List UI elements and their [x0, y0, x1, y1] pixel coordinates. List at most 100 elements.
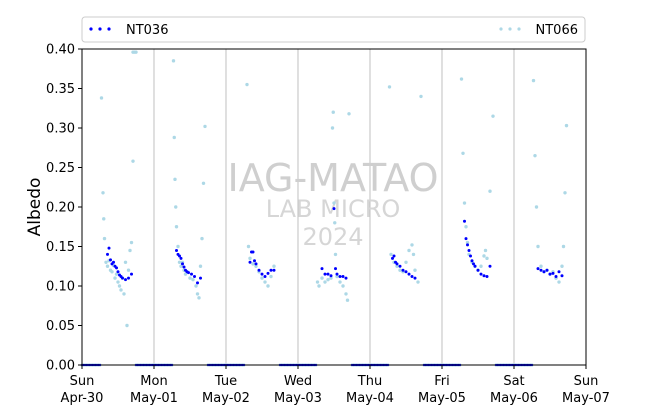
data-point — [464, 237, 468, 241]
data-point — [335, 274, 339, 279]
data-point — [416, 280, 420, 284]
data-point — [341, 275, 345, 279]
data-point — [329, 274, 333, 278]
x-tick-label-day: Sun — [70, 374, 95, 389]
data-point — [254, 262, 258, 266]
data-point — [466, 243, 469, 247]
data-point — [491, 114, 495, 118]
data-point — [248, 256, 252, 261]
data-point — [251, 250, 255, 254]
data-point — [483, 248, 488, 253]
x-tick-label-day: Tue — [214, 374, 237, 389]
data-point — [174, 225, 179, 229]
data-point — [459, 77, 464, 81]
data-point — [266, 284, 270, 288]
data-point — [112, 260, 115, 264]
data-point — [174, 205, 178, 209]
legend-box — [81, 16, 586, 43]
data-point — [245, 82, 249, 87]
data-point — [331, 110, 335, 114]
data-point — [542, 270, 546, 274]
data-point — [395, 264, 399, 268]
legend-label: NT066 — [536, 23, 578, 38]
y-tick-label: 0.30 — [46, 122, 75, 137]
x-tick-label-day: Mon — [140, 374, 167, 389]
data-point — [175, 248, 178, 252]
data-point — [190, 272, 193, 276]
data-point — [195, 292, 200, 296]
x-tick-label-day: Sat — [503, 374, 524, 389]
data-point — [344, 292, 348, 296]
y-tick-label: 0.05 — [46, 319, 75, 334]
data-point — [179, 256, 183, 260]
legend-marker — [107, 27, 111, 31]
data-point — [536, 244, 540, 249]
data-point — [266, 271, 270, 275]
data-point — [177, 260, 182, 264]
data-point — [117, 284, 122, 288]
data-point — [196, 281, 199, 285]
data-point — [469, 254, 472, 258]
x-tick-label-date: May-01 — [130, 391, 178, 406]
data-point — [178, 254, 181, 258]
data-point — [254, 264, 258, 268]
data-point — [188, 276, 192, 280]
data-point — [269, 268, 273, 272]
data-point — [333, 221, 337, 225]
data-point — [472, 262, 475, 266]
plot-background — [82, 49, 586, 365]
data-point — [329, 276, 333, 280]
data-point — [191, 277, 195, 282]
data-point — [539, 268, 543, 272]
data-point — [395, 262, 399, 266]
data-point — [347, 112, 351, 116]
data-point — [404, 260, 408, 264]
data-point — [398, 264, 402, 268]
data-point — [389, 252, 393, 257]
data-point — [124, 278, 127, 282]
data-point — [260, 272, 264, 276]
y-tick-label: 0.10 — [46, 280, 75, 295]
data-point — [482, 254, 486, 258]
data-point — [564, 123, 569, 128]
data-point — [407, 248, 411, 253]
data-point — [260, 276, 264, 280]
data-point — [533, 153, 537, 158]
data-point — [344, 276, 348, 280]
data-point — [128, 248, 132, 253]
data-point — [113, 276, 117, 280]
data-point — [126, 268, 131, 272]
data-point — [107, 246, 111, 250]
data-point — [333, 252, 338, 257]
data-point — [560, 264, 564, 268]
x-tick-label-date: May-04 — [346, 391, 394, 406]
data-point — [534, 205, 539, 209]
data-point — [561, 244, 566, 249]
legend-marker — [508, 27, 512, 31]
data-point — [464, 225, 468, 229]
x-tick-label-day: Sun — [574, 374, 599, 389]
data-point — [102, 236, 107, 241]
x-tick-label-date: Apr-30 — [61, 391, 104, 406]
data-point — [330, 126, 335, 130]
data-point — [99, 96, 104, 100]
data-point — [332, 201, 336, 205]
data-point — [323, 272, 327, 276]
data-point — [253, 259, 256, 263]
legend-marker — [517, 27, 521, 31]
data-point — [407, 272, 411, 276]
data-point — [200, 236, 204, 241]
data-point — [335, 272, 339, 276]
data-point — [197, 296, 201, 300]
data-point — [473, 264, 477, 268]
data-point — [121, 276, 124, 280]
data-point — [479, 264, 483, 268]
x-tick-label-day: Fri — [434, 374, 450, 389]
legend-label: NT036 — [126, 23, 168, 38]
data-point — [272, 264, 276, 268]
data-point — [105, 264, 110, 268]
data-point — [545, 268, 549, 272]
legend-marker — [98, 27, 102, 31]
data-point — [404, 270, 408, 274]
data-point — [554, 275, 558, 279]
